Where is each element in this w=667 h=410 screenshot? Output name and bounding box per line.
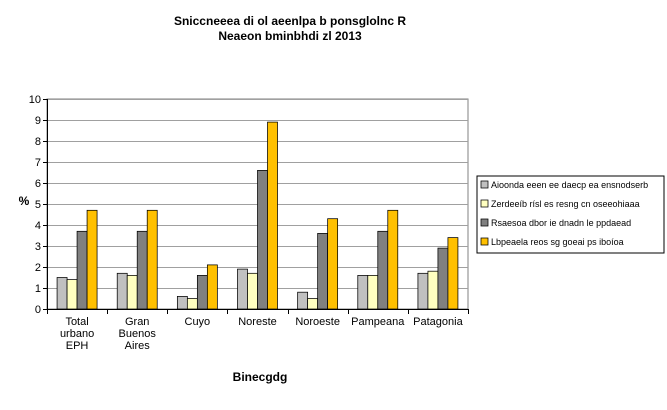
- legend-swatch: [480, 237, 489, 246]
- bar: [437, 247, 449, 310]
- bar: [247, 272, 258, 310]
- x-tick-label: Total: [65, 316, 88, 328]
- x-tick-label: Aires: [125, 340, 151, 352]
- x-tick-label: Pampeana: [351, 316, 405, 328]
- bar: [186, 298, 198, 310]
- bar: [427, 270, 439, 310]
- x-tick-label: Gran: [125, 316, 149, 328]
- bar: [297, 291, 309, 310]
- x-tick-label: Buenos: [119, 328, 157, 340]
- bar: [367, 275, 379, 310]
- bar: [56, 277, 68, 310]
- bar: [267, 121, 278, 310]
- legend-label: Zerdeeíb rísl es resng cn oseeohiaaa: [491, 199, 640, 209]
- bar: [327, 218, 339, 310]
- x-tick-label: Cuyo: [185, 316, 211, 328]
- bar: [176, 296, 188, 310]
- y-tick-label: 7: [35, 157, 41, 169]
- y-tick-label: 5: [35, 199, 41, 211]
- legend-box: [476, 175, 665, 254]
- bar: [86, 209, 98, 310]
- x-tick-label: Noroeste: [295, 316, 340, 328]
- bar: [417, 272, 429, 310]
- y-tick-label: 1: [35, 283, 41, 295]
- bar: [116, 272, 128, 310]
- bar: [257, 170, 268, 310]
- legend-swatch: [480, 218, 489, 227]
- y-tick-label: 3: [35, 241, 41, 253]
- legend-label: Aioonda eeen ee daecp ea ensnodserb: [491, 180, 648, 190]
- legend-label: Lbpeaela reos sg goeai ps iboíoa: [491, 237, 624, 247]
- y-tick-label: 2: [35, 262, 41, 274]
- bar: [237, 268, 248, 310]
- bar: [136, 230, 148, 310]
- legend-swatch: [480, 199, 489, 208]
- bar: [76, 230, 88, 310]
- bar: [317, 233, 329, 310]
- y-tick-label: 8: [35, 136, 41, 148]
- x-tick-label: Patagonia: [413, 316, 463, 328]
- y-tick-label: 9: [35, 115, 41, 127]
- bar: [126, 275, 138, 310]
- bar: [307, 298, 319, 310]
- x-tick-label: EPH: [66, 340, 89, 352]
- y-tick-label: 4: [35, 220, 41, 232]
- bar: [66, 279, 78, 310]
- bar: [146, 209, 158, 310]
- bar: [357, 275, 369, 310]
- x-axis-label: Binecgdg: [233, 370, 288, 384]
- legend-label: Rsaesoa dbor ie dnadn le ppdaead: [491, 218, 631, 228]
- bar: [196, 275, 208, 310]
- chart-title: Sniccneeea di ol aeenlpa b ponsglolnc R: [174, 14, 406, 28]
- bar: [206, 264, 218, 310]
- y-tick-label: 10: [29, 94, 41, 106]
- y-axis-label: %: [19, 194, 30, 208]
- x-tick-label: urbano: [60, 328, 94, 340]
- legend-swatch: [480, 180, 489, 189]
- chart-subtitle: Neaeon bminbhdi zl 2013: [218, 29, 362, 43]
- bar: [387, 209, 399, 310]
- bar: [447, 237, 459, 310]
- x-tick-label: Noreste: [238, 316, 277, 328]
- y-tick-label: 6: [35, 178, 41, 190]
- bar: [377, 230, 389, 310]
- y-tick-label: 0: [35, 304, 41, 316]
